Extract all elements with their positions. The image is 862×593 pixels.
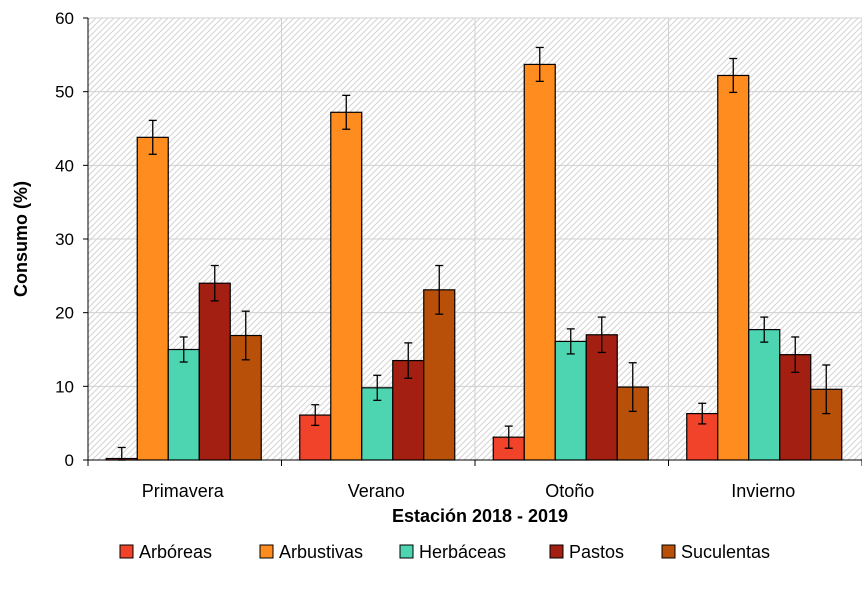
- bar-herbáceas-otoño: [554, 340, 587, 461]
- legend-swatch: [661, 544, 676, 559]
- x-category-label: Primavera: [142, 481, 225, 501]
- y-tick-label: 50: [55, 83, 74, 102]
- bar-arbustivas-invierno: [717, 74, 750, 461]
- legend-item-arbóreas: Arbóreas: [119, 542, 212, 562]
- bar-pastos-otoño: [585, 334, 618, 461]
- legend-label: Arbustivas: [279, 542, 363, 562]
- error-bar-arbóreas-verano: [311, 404, 320, 427]
- bar-suculentas-verano: [423, 289, 456, 461]
- error-bar-arbustivas-invierno: [729, 57, 738, 94]
- bar-pastos-primavera: [198, 282, 231, 461]
- bar-arbustivas-otoño: [523, 63, 556, 461]
- legend: Arbóreas Arbustivas Herbáceas Pastos Suculen…: [119, 542, 770, 562]
- legend-swatch: [549, 544, 564, 559]
- error-bar-pastos-otoño: [597, 316, 606, 354]
- legend-swatch: [119, 544, 134, 559]
- error-bar-herbáceas-primavera: [179, 336, 188, 363]
- x-axis-title: Estación 2018 - 2019: [392, 506, 568, 526]
- error-bar-herbáceas-invierno: [760, 316, 769, 343]
- x-category-labels: Primavera Verano Otoño Invierno: [142, 481, 796, 501]
- error-bar-arbustivas-verano: [342, 94, 351, 130]
- x-category-label: Verano: [348, 481, 405, 501]
- error-bar-suculentas-otoño: [628, 362, 637, 413]
- error-bar-suculentas-primavera: [241, 310, 250, 361]
- error-bar-pastos-verano: [404, 342, 413, 379]
- error-bars: [117, 46, 831, 461]
- y-tick-label: 20: [55, 304, 74, 323]
- error-bar-herbáceas-otoño: [566, 328, 575, 355]
- bar-herbáceas-invierno: [748, 329, 781, 461]
- y-tick-label: 40: [55, 156, 74, 175]
- legend-item-herbáceas: Herbáceas: [399, 542, 506, 562]
- legend-item-pastos: Pastos: [549, 542, 624, 562]
- legend-label: Suculentas: [681, 542, 770, 562]
- y-tick-label: 0: [65, 451, 74, 470]
- error-bar-arbóreas-invierno: [698, 402, 707, 425]
- bar-arbustivas-verano: [330, 111, 363, 461]
- x-category-label: Otoño: [545, 481, 594, 501]
- y-tick-label: 30: [55, 230, 74, 249]
- legend-label: Arbóreas: [139, 542, 212, 562]
- error-bar-herbáceas-verano: [373, 374, 382, 401]
- bar-herbáceas-primavera: [167, 348, 200, 461]
- y-tick-label: 10: [55, 377, 74, 396]
- bars: [105, 63, 843, 461]
- x-category-label: Invierno: [731, 481, 795, 501]
- legend-item-suculentas: Suculentas: [661, 542, 770, 562]
- error-bar-suculentas-invierno: [822, 364, 831, 415]
- legend-label: Pastos: [569, 542, 624, 562]
- legend-swatch: [259, 544, 274, 559]
- y-tick-label: 60: [55, 9, 74, 28]
- error-bar-pastos-primavera: [210, 264, 219, 302]
- y-tick-labels: 0 10 20 30 40 50 60: [55, 9, 74, 470]
- error-bar-arbóreas-otoño: [504, 425, 513, 449]
- bar-arbustivas-primavera: [136, 136, 169, 461]
- error-bar-arbustivas-otoño: [535, 46, 544, 83]
- error-bar-pastos-invierno: [791, 336, 800, 373]
- legend-item-arbustivas: Arbustivas: [259, 542, 363, 562]
- error-bar-arbustivas-primavera: [148, 119, 157, 155]
- error-bar-suculentas-verano: [435, 264, 444, 315]
- legend-swatch: [399, 544, 414, 559]
- legend-label: Herbáceas: [419, 542, 506, 562]
- axes: [83, 17, 862, 466]
- y-axis-title: Consumo (%): [11, 181, 31, 297]
